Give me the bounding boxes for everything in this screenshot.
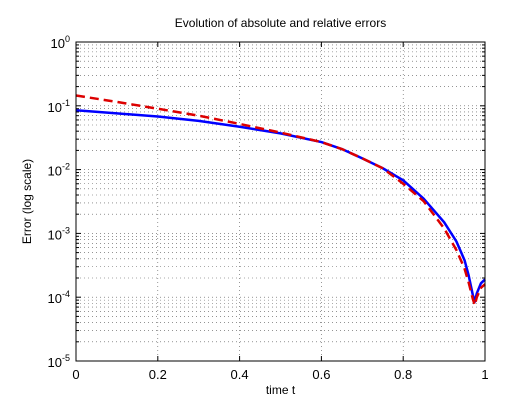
x-tick-labels: 0 0.2 0.4 0.6 0.8 1 — [72, 367, 488, 382]
y-tick-label: 10-2 — [48, 162, 70, 179]
plot-frame — [75, 41, 486, 362]
x-tick-label: 0.8 — [394, 367, 412, 382]
series-layer — [75, 94, 486, 307]
y-tick-labels: 100 10-1 10-2 10-3 10-4 10-5 — [48, 34, 70, 370]
y-tick-label: 10-3 — [48, 225, 70, 242]
series-line-2 — [75, 94, 486, 307]
chart-title: Evolution of absolute and relative error… — [175, 16, 386, 30]
x-tick-label: 0.6 — [312, 367, 330, 382]
x-tick-label: 0.4 — [231, 367, 249, 382]
y-tick-label: 100 — [51, 34, 70, 51]
y-tick-label: 10-5 — [48, 353, 70, 370]
grid-lines — [75, 42, 486, 362]
x-tick-label: 1 — [481, 367, 488, 382]
tick-marks — [75, 42, 486, 362]
x-axis-label: time t — [266, 383, 296, 397]
y-axis-label: Error (log scale) — [20, 159, 34, 244]
x-tick-label: 0.2 — [149, 367, 167, 382]
y-tick-label: 10-1 — [48, 98, 70, 115]
y-tick-label: 10-4 — [48, 289, 70, 306]
x-tick-label: 0 — [72, 367, 79, 382]
